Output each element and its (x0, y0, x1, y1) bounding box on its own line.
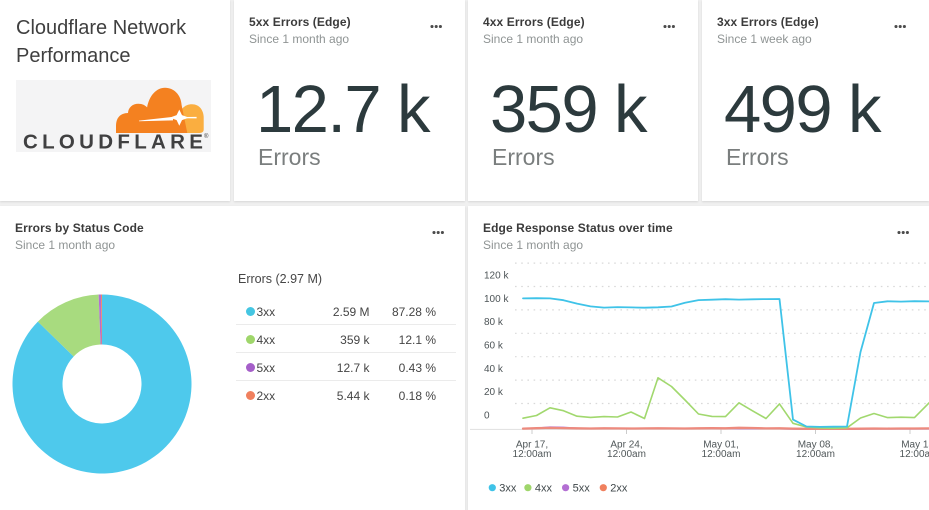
svg-text:®: ® (204, 133, 209, 140)
svg-text:CLOUDFLARE: CLOUDFLARE (23, 130, 207, 152)
